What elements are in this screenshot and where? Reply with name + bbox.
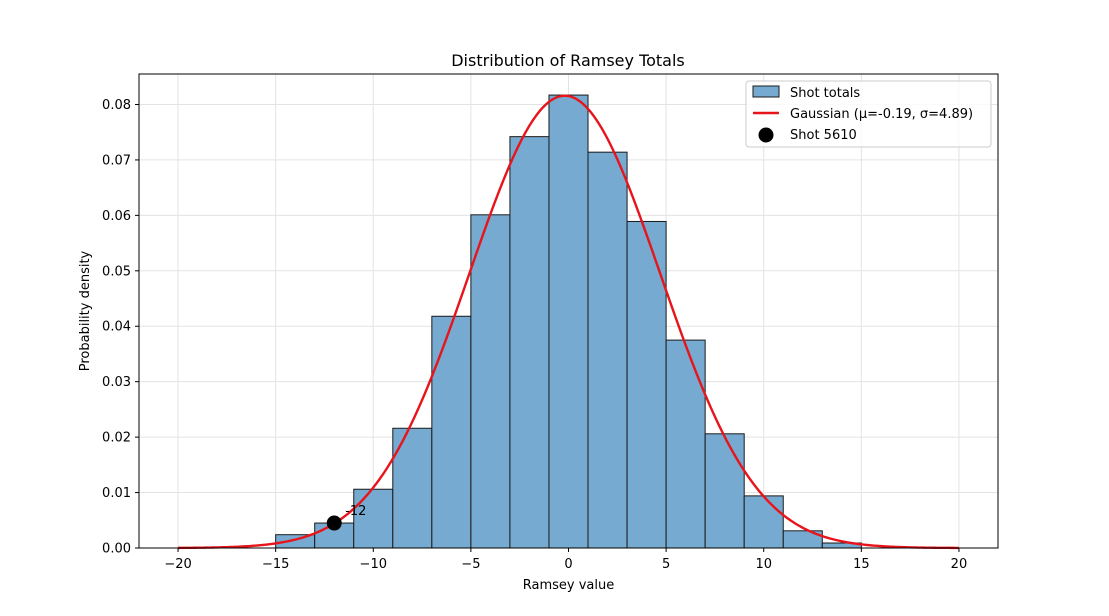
gaussian-curve [178,94,959,550]
legend-label-marker: Shot 5610 [790,128,857,143]
x-tick-label: −10 [360,557,387,572]
histogram-bar [587,151,628,549]
y-axis-label: Probability density [78,250,93,371]
x-tick-label: −20 [164,557,191,572]
histogram-bars [275,94,862,549]
shot-marker [326,515,342,531]
histogram-bar [743,495,784,549]
histogram-bar [431,315,472,549]
legend-swatch-histogram [752,85,780,98]
y-tick-label: 0.03 [102,375,131,390]
histogram-bar [626,220,667,549]
y-tick-label: 0.07 [102,153,131,168]
chart-title: Distribution of Ramsey Totals [451,51,685,70]
y-tick-label: 0.05 [102,264,131,279]
y-tick-label: 0.08 [102,98,131,113]
gaussian-curve-layer [178,94,959,550]
x-axis-label: Ramsey value [523,578,614,593]
marker-layer: -12 [326,504,366,531]
histogram-bar [509,136,550,549]
x-tick-label: −15 [262,557,289,572]
legend-swatch-marker [758,127,774,143]
legend-label-gaussian: Gaussian (μ=-0.19, σ=4.89) [790,107,973,122]
x-tick-label: 5 [662,557,670,572]
histogram-bar [548,94,589,549]
y-tick-label: 0.00 [102,542,131,557]
y-tick-label: 0.06 [102,209,131,224]
shot-marker-label: -12 [345,504,366,519]
axis-ticks: −20 −15 −10 −5 0 5 10 15 20 0.00 0.01 0.02 0.03 0.04 0… [102,98,967,572]
y-tick-label: 0.01 [102,486,131,501]
y-tick-label: 0.02 [102,431,131,446]
histogram-bar [665,339,706,549]
x-tick-label: 10 [755,557,772,572]
y-tick-label: 0.04 [102,320,131,335]
legend: Shot totals Gaussian (μ=-0.19, σ=4.89) S… [745,80,992,148]
histogram-bar [470,214,511,549]
x-tick-label: −5 [461,557,480,572]
legend-frame [745,80,992,148]
x-tick-label: 15 [853,557,870,572]
legend-label-histogram: Shot totals [790,86,860,101]
x-tick-label: 0 [564,557,572,572]
histogram-bar [704,433,745,549]
x-tick-label: 20 [951,557,968,572]
